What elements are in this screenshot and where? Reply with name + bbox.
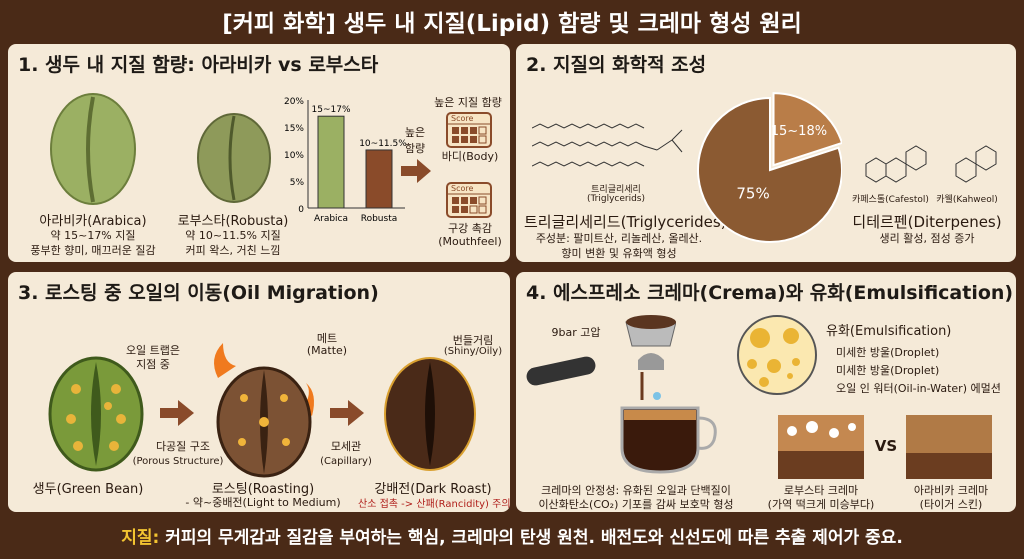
capillary-en: (Capillary) [320,456,372,467]
roasting-bean-illustration [214,343,314,478]
panel-heading: 2. 지질의 화학적 조성 [526,54,707,76]
arabica-crema-illustration [906,415,992,479]
y-tick-label: 0 [298,205,304,215]
y-tick-label: 15% [284,124,304,134]
panel-heading: 1. 생두 내 지질 함량: 아라비카 vs 로부스타 [18,54,379,76]
panel-heading: 4. 에스프레소 크레마(Crema)와 유화(Emulsification) [526,282,1014,304]
bar-robusta [365,149,393,209]
footer-summary: 지질: 커피의 무게감과 질감을 부여하는 핵심, 크레마의 탄생 원천. 배전… [0,523,1024,548]
matte-en: (Matte) [306,344,348,357]
bar-data-label: 15~17% [312,105,351,115]
arrow-label: 높은 함량 [404,126,426,155]
crema-stability-1: 크레마의 안정성: 유화된 오일과 단백질이 [541,484,731,497]
diterpenes-title: 디테르펜(Diterpenes) [852,213,1002,231]
vs-label: VS [874,437,898,455]
arrow-icon [401,159,431,183]
mouthfeel-score-icon [446,182,492,218]
arabica-bean-illustration [50,93,136,205]
callout-oil-in-water: 오일 인 워터(Oil-in-Water) 에멀션 [836,382,1001,395]
mouthfeel-ko: 구강 촉감 [448,222,492,235]
arabica-desc: 풍부한 향미, 매끄러운 질감 [30,244,156,257]
y-tick-label: 5% [290,178,305,188]
triglyceride-molecule-illustration [532,123,683,167]
robusta-crema-illustration [778,415,864,479]
arabica-crema-label: 아라비카 크레마 [913,484,989,497]
arrow-icon [330,400,364,426]
robusta-content: 약 10~11.5% 지질 [185,229,281,242]
molecule-label-ko: 트리글리세리 [591,185,641,195]
pie-label: 15~18% [771,124,827,139]
pie-slice [772,92,842,167]
panel-oil-migration: 3. 로스팅 중 오일의 이동(Oil Migration) 오일 트랩은 지점… [8,272,511,512]
callout-droplet-2: 미세한 방울(Droplet) [836,364,940,377]
bar-data-label: 10~11.5% [359,139,407,149]
shiny-ko: 번들거림 [452,334,494,347]
robusta-bean-illustration [197,113,271,203]
diterpene-molecules-illustration [865,145,997,183]
espresso-cup-illustration [620,406,717,474]
mouthfeel-en: (Mouthfeel) [438,235,502,248]
bar-arabica [317,115,345,209]
x-tick-label: Arabica [314,214,348,224]
lipid-bar-chart: 0 5% 10% 15% 20% 15~17% Arabica 10~11.5% Robusta [284,97,407,224]
triglycerides-title: 트리글리세리드(Triglycerides) [524,213,727,231]
kahweol-label: 카웰(Kahweol) [936,195,998,205]
triglycerides-desc-1: 주성분: 팔미트산, 리놀레산, 올레산. [535,232,703,245]
porous-en: (Porous Structure) [132,456,224,467]
pie-label: 75% [736,184,769,202]
green-bean-cross-section [48,356,144,472]
portafilter-illustration [526,315,676,400]
capillary-ko: 모세관 [330,440,362,453]
callout-droplet-1: 미세한 방울(Droplet) [836,346,940,359]
pie-slice [697,96,842,243]
robusta-desc: 커피 왁스, 거친 느낌 [185,244,281,257]
panel-lipid-content: 1. 생두 내 지질 함량: 아라비카 vs 로부스타 아라비카(Arabica… [8,44,510,262]
rancidity-warning: 산소 접촉 -> 산패(Rancidity) 주의 [358,499,511,510]
arabica-name: 아라비카(Arabica) [39,214,147,229]
matte-ko: 메트 [316,332,338,345]
roasting-sub: - 약~중배전(Light to Medium) [185,496,341,509]
oil-note-1: 오일 트랩은 [125,344,181,357]
green-bean-label: 생두(Green Bean) [32,482,144,497]
arabica-content: 약 15~17% 지질 [50,229,136,242]
diterpenes-desc: 생리 활성, 점성 증가 [879,232,975,245]
y-tick-label: 10% [284,151,304,161]
molecule-label-en: (Triglycerids) [586,194,646,204]
robusta-crema-sub: (가역 떡크게 미승부다) [767,498,875,511]
panel-chemical-composition: 2. 지질의 화학적 조성 트리글리세리 (Triglycerids) 트리글리… [516,44,1016,262]
robusta-name: 로부스타(Robusta) [177,214,289,229]
porous-ko: 다공질 구조 [155,440,211,453]
panel-heading: 3. 로스팅 중 오일의 이동(Oil Migration) [18,282,379,304]
robusta-crema-label: 로부스타 크레마 [783,484,859,497]
emulsion-magnifier-illustration [737,315,817,395]
body-score-icon [446,112,492,148]
lipid-pie-chart: 75% 15~18% [697,92,842,243]
cafestol-label: 카페스톨(Cafestol) [852,195,929,205]
footer-key: 지질: [121,528,160,548]
body-score-label: Score [451,114,474,123]
high-lipid-label: 높은 지질 함량 [434,96,502,109]
page-title: [커피 화학] 생두 내 지질(Lipid) 함량 및 크레마 형성 원리 [222,11,802,37]
arrow-icon [160,400,194,426]
shiny-en: (Shiny/Oily) [443,346,503,357]
triglycerides-desc-2: 향미 변환 및 유화액 형성 [561,247,677,260]
x-tick-label: Robusta [361,214,398,224]
mouthfeel-score-label: Score [451,184,474,193]
oil-note-2: 지점 중 [136,358,170,371]
arabica-crema-sub: (타이거 스킨) [919,498,983,511]
emulsification-title: 유화(Emulsification) [826,324,952,339]
panel-crema-emulsification: 4. 에스프레소 크레마(Crema)와 유화(Emulsification) … [516,272,1016,512]
dark-roast-bean-illustration [384,357,476,471]
y-tick-label: 20% [284,97,304,107]
body-label: 바디(Body) [441,150,499,163]
dark-roast-label: 강배전(Dark Roast) [374,482,492,497]
footer-text: 커피의 무게감과 질감을 부여하는 핵심, 크레마의 탄생 원천. 배전도와 신… [165,528,903,548]
crema-stability-2: 이산화탄소(CO₂) 기포를 감싸 보호막 형성 [538,498,734,511]
pressure-label: 9bar 고압 [551,326,601,339]
roasting-label: 로스팅(Roasting) [211,482,315,497]
